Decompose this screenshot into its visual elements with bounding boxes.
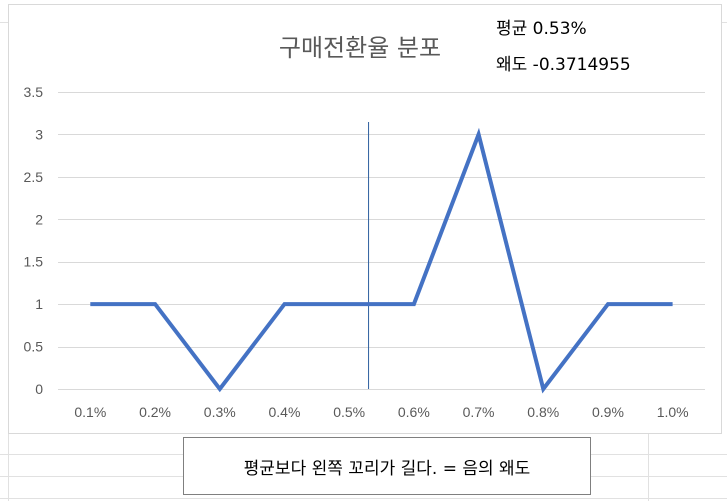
y-tick-label: 3.5 (24, 84, 44, 100)
y-axis-tick-labels: 0 0.5 1 1.5 2 2.5 3 3.5 (24, 84, 44, 397)
x-tick-label: 0.3% (204, 404, 236, 420)
y-tick-label: 3 (35, 126, 43, 142)
series-line[interactable] (90, 127, 673, 394)
caption-text: 평균보다 왼쪽 꼬리가 길다. = 음의 왜도 (243, 458, 531, 479)
x-tick-label: 0.9% (592, 404, 624, 420)
x-tick-label: 0.6% (398, 404, 430, 420)
x-tick-label: 0.2% (139, 404, 171, 420)
y-tick-label: 0 (35, 381, 43, 397)
x-tick-label: 0.8% (527, 404, 559, 420)
x-tick-label: 0.4% (268, 404, 300, 420)
y-tick-label: 0.5 (24, 339, 44, 355)
x-tick-label: 0.1% (74, 404, 106, 420)
y-tick-label: 2.5 (24, 169, 44, 185)
x-tick-label: 1.0% (657, 404, 689, 420)
caption-textbox[interactable]: 평균보다 왼쪽 꼬리가 길다. = 음의 왜도 (183, 437, 591, 495)
x-tick-label: 0.7% (463, 404, 495, 420)
chart-title: 구매전환율 분포 (278, 34, 442, 62)
skewness-stat-text: 왜도 -0.3714955 (496, 55, 631, 75)
mean-stat-text: 평균 0.53% (496, 19, 587, 39)
gridlines (58, 92, 705, 390)
x-axis-tick-labels: 0.1% 0.2% 0.3% 0.4% 0.5% 0.6% 0.7% 0.8% 0.9% 1.0% (74, 404, 688, 420)
y-tick-label: 2 (35, 211, 43, 227)
x-tick-label: 0.5% (333, 404, 365, 420)
y-tick-label: 1 (35, 296, 43, 312)
y-tick-label: 1.5 (24, 254, 44, 270)
